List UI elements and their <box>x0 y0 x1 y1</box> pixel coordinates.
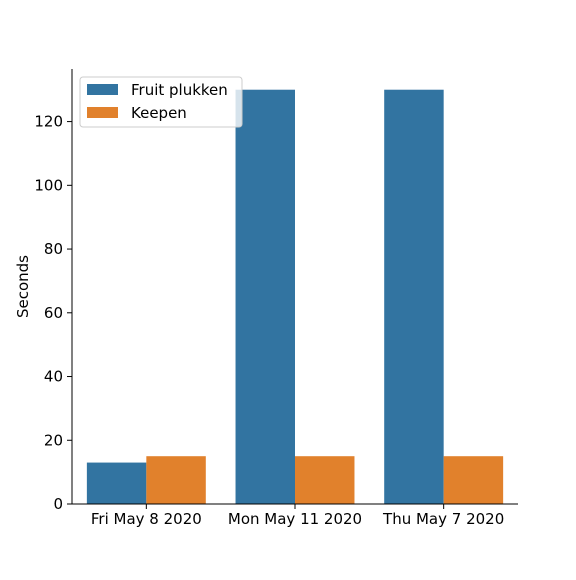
y-tick-label: 40 <box>44 368 63 386</box>
bar-keepen-0 <box>146 456 206 504</box>
bar-keepen-2 <box>443 456 504 504</box>
bar-fruit-plukken-2 <box>384 89 444 505</box>
ticks-group: Fri May 8 2020 Mon May 11 2020 Thu May 7 2… <box>34 113 504 528</box>
bar-fruit-plukken-0 <box>86 462 147 504</box>
x-tick-label: Thu May 7 2020 <box>382 510 504 528</box>
legend-label: Keepen <box>131 104 187 122</box>
y-tick-label: 100 <box>34 176 63 194</box>
bars-group <box>86 89 504 505</box>
legend-swatch <box>87 84 118 95</box>
legend: Fruit plukken Keepen <box>79 76 243 128</box>
y-tick-label: 60 <box>44 304 63 322</box>
legend-frame <box>79 76 243 128</box>
y-tick-label: 120 <box>34 113 63 131</box>
bar-keepen-1 <box>295 456 355 504</box>
x-tick-label: Fri May 8 2020 <box>91 510 202 528</box>
y-tick-label: 20 <box>44 431 63 449</box>
y-tick-label: 0 <box>53 495 63 513</box>
legend-label: Fruit plukken <box>131 81 228 99</box>
y-axis-label: Seconds <box>14 255 32 318</box>
y-tick-label: 80 <box>44 240 63 258</box>
bar-fruit-plukken-1 <box>235 89 295 505</box>
x-tick-label: Mon May 11 2020 <box>228 510 362 528</box>
legend-swatch <box>87 107 118 118</box>
